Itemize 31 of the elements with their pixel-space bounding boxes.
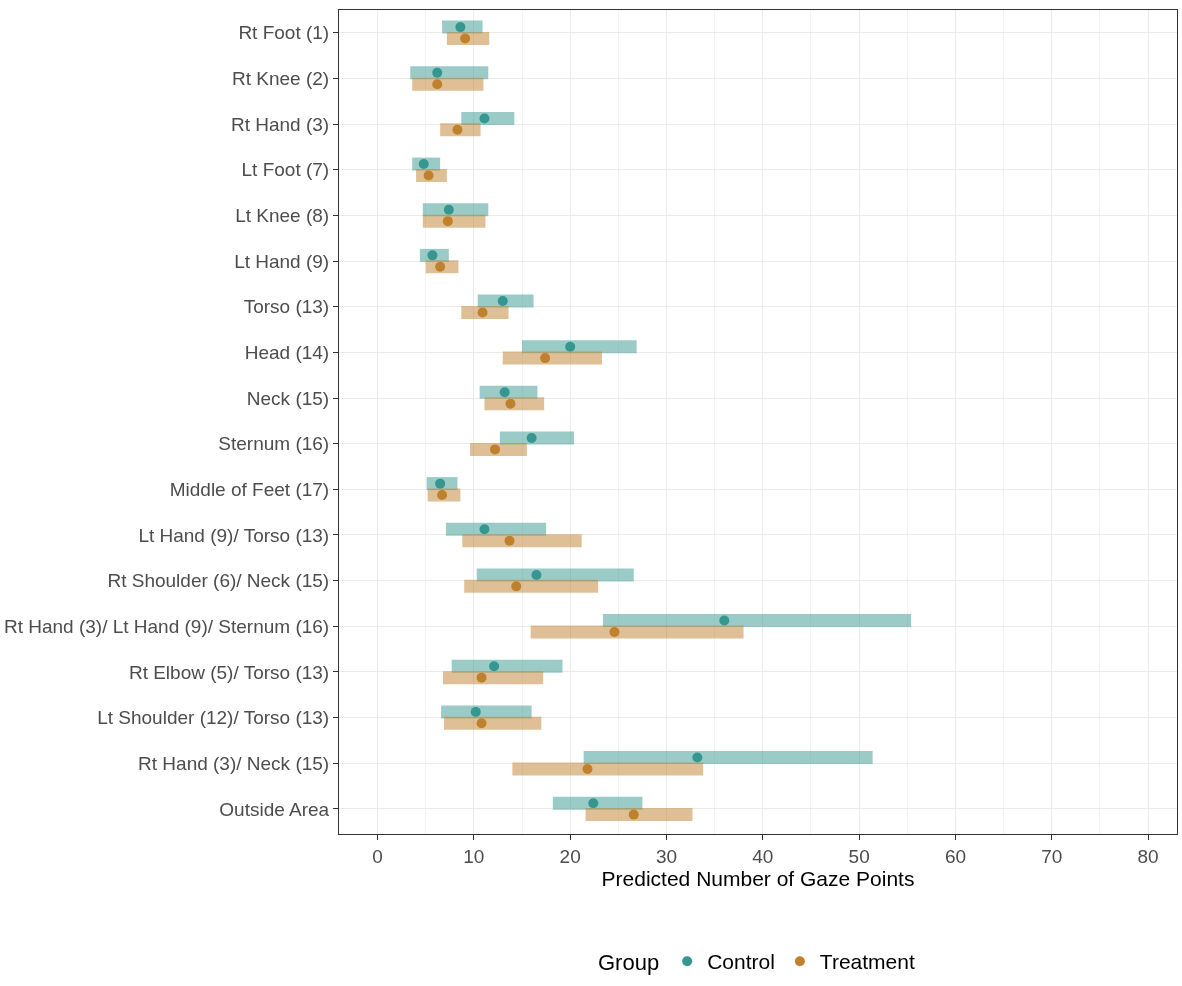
x-tick-label: 60 [944, 845, 967, 867]
x-tick-label: 10 [463, 845, 485, 867]
y-tick-label: Lt Knee (8) [235, 205, 330, 227]
y-tick-label: Rt Foot (1) [238, 22, 330, 44]
legend-title: Group [598, 949, 660, 975]
y-tick-label: Outside Area [219, 798, 330, 820]
y-tick-label: Head (14) [244, 342, 330, 364]
x-tick-label: 0 [372, 845, 383, 867]
x-tick-label: 50 [848, 845, 870, 867]
y-tick-label: Lt Hand (9)/ Torso (13) [138, 524, 330, 546]
y-tick-label: Rt Knee (2) [232, 68, 330, 90]
y-tick-label: Torso (13) [243, 296, 330, 318]
y-tick-label: Rt Hand (3)/ Neck (15) [138, 752, 330, 774]
x-tick-label: 80 [1137, 845, 1159, 867]
x-tick-label: 70 [1041, 845, 1063, 867]
legend-label: Treatment [819, 950, 915, 974]
y-tick-label: Lt Foot (7) [241, 159, 330, 181]
x-tick-label: 40 [752, 845, 774, 867]
y-tick-label: Sternum (16) [218, 433, 330, 455]
y-tick-label: Lt Shoulder (12)/ Torso (13) [97, 707, 330, 729]
y-tick-label: Rt Elbow (5)/ Torso (13) [128, 661, 330, 683]
x-axis-title: Predicted Number of Gaze Points [601, 866, 915, 890]
y-tick-label: Lt Hand (9) [234, 250, 330, 272]
y-tick-label: Rt Hand (3)/ Lt Hand (9)/ Sternum (16) [3, 615, 330, 637]
y-tick-label: Rt Hand (3) [231, 113, 330, 135]
y-tick-label: Rt Shoulder (6)/ Neck (15) [107, 570, 330, 592]
y-tick-label: Neck (15) [246, 387, 330, 409]
x-tick-label: 20 [559, 845, 581, 867]
y-tick-label: Middle of Feet (17) [169, 478, 330, 500]
x-tick-label: 30 [655, 845, 678, 867]
legend-label: Control [707, 950, 775, 974]
